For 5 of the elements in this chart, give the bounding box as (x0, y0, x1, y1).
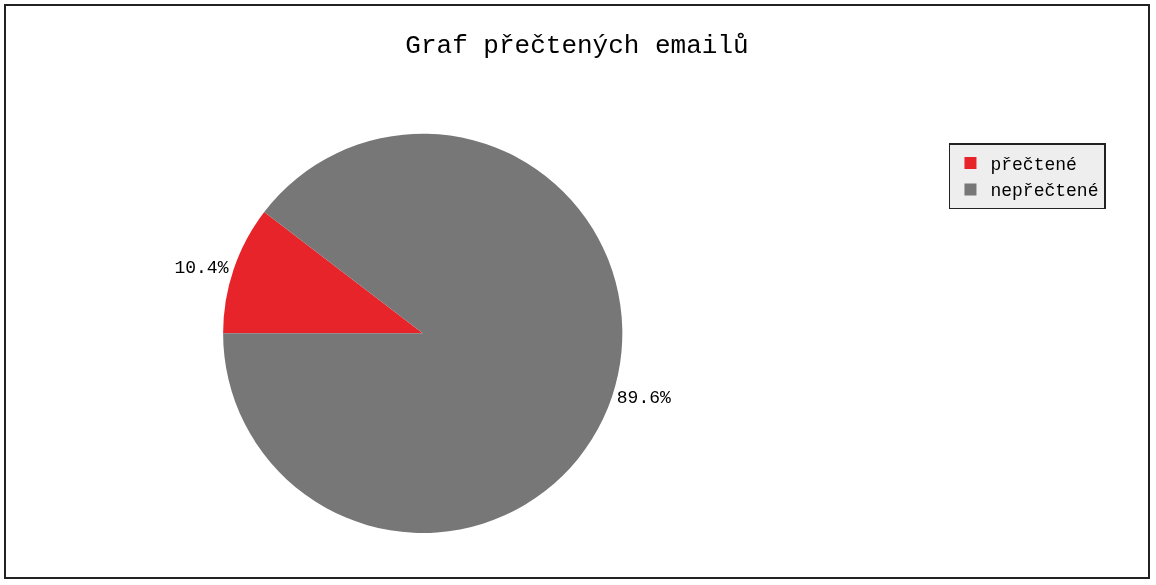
legend-label: přečtené (990, 155, 1077, 176)
data-label: 89.6% (616, 388, 671, 409)
chart-title: Graf přečtených emailů (405, 30, 749, 61)
legend-label: nepřečtené (990, 181, 1099, 202)
data-label: 10.4% (174, 258, 229, 279)
